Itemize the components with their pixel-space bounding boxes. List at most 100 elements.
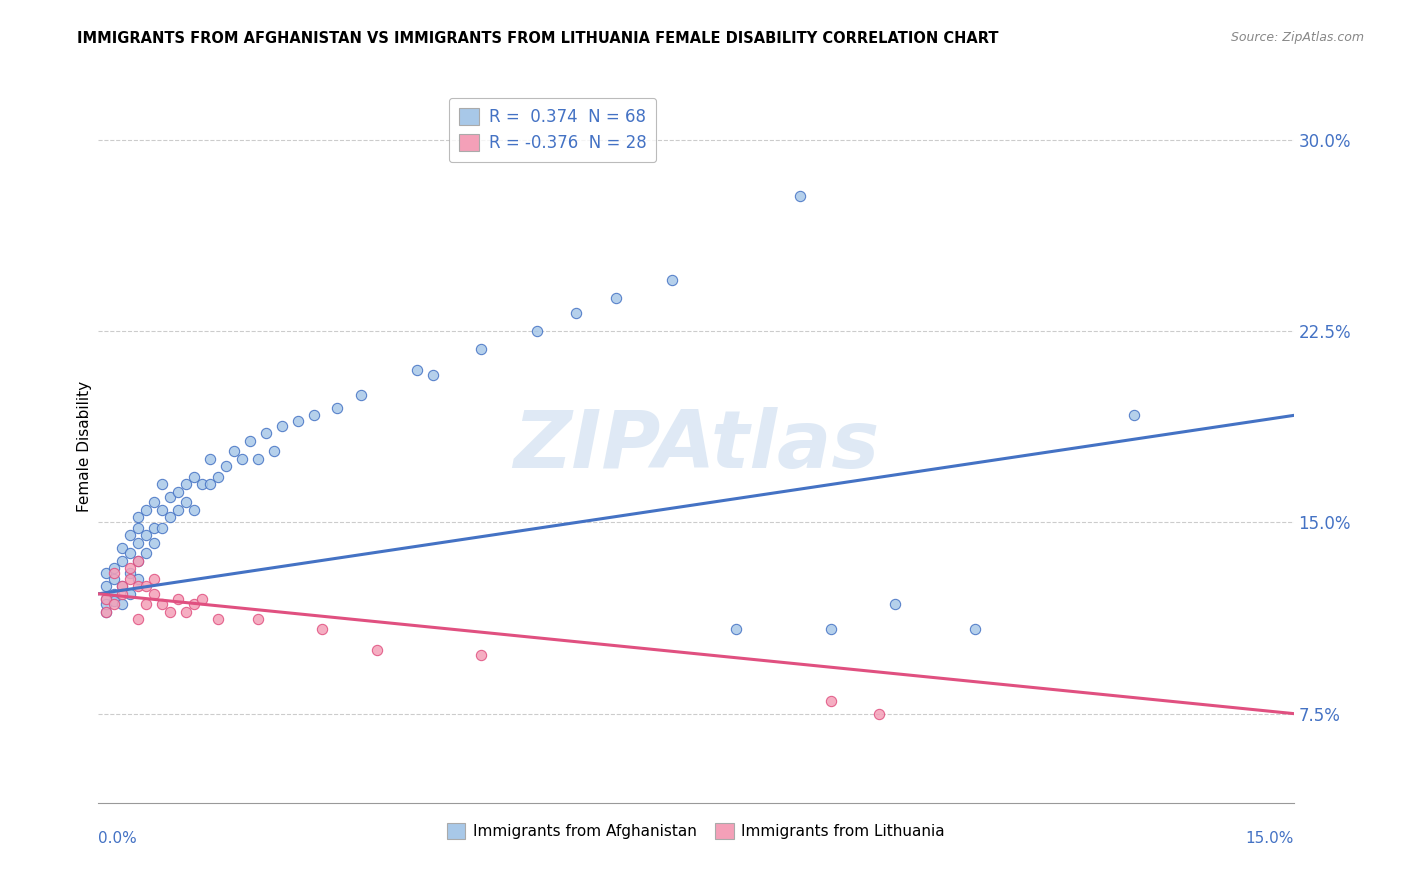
Point xyxy=(111,554,134,568)
Point xyxy=(820,694,842,708)
Text: 0.0%: 0.0% xyxy=(98,831,138,847)
Point xyxy=(263,444,285,458)
Point xyxy=(96,597,118,611)
Point xyxy=(406,362,429,376)
Point xyxy=(150,520,173,534)
Point xyxy=(366,643,388,657)
Point xyxy=(789,189,811,203)
Point xyxy=(103,566,125,581)
Point xyxy=(135,502,157,516)
Point xyxy=(311,623,333,637)
Point xyxy=(724,623,747,637)
Point xyxy=(326,401,349,415)
Point xyxy=(96,579,118,593)
Point xyxy=(127,572,149,586)
Point xyxy=(135,579,157,593)
Point xyxy=(103,587,125,601)
Point xyxy=(96,605,118,619)
Point xyxy=(350,388,373,402)
Legend: Immigrants from Afghanistan, Immigrants from Lithuania: Immigrants from Afghanistan, Immigrants … xyxy=(441,817,950,845)
Text: IMMIGRANTS FROM AFGHANISTAN VS IMMIGRANTS FROM LITHUANIA FEMALE DISABILITY CORRE: IMMIGRANTS FROM AFGHANISTAN VS IMMIGRANT… xyxy=(77,31,998,46)
Point xyxy=(159,605,181,619)
Point xyxy=(120,587,142,601)
Point xyxy=(470,648,492,662)
Point xyxy=(120,546,142,560)
Point xyxy=(820,623,842,637)
Point xyxy=(143,587,166,601)
Point xyxy=(526,324,548,338)
Point xyxy=(103,572,125,586)
Point xyxy=(254,426,277,441)
Point xyxy=(239,434,262,448)
Point xyxy=(174,605,197,619)
Point xyxy=(96,605,118,619)
Point xyxy=(103,597,125,611)
Point xyxy=(1123,409,1146,423)
Point xyxy=(174,477,197,491)
Point xyxy=(111,597,134,611)
Point xyxy=(111,579,134,593)
Point xyxy=(963,623,986,637)
Point xyxy=(150,502,173,516)
Point xyxy=(207,469,229,483)
Point xyxy=(183,469,205,483)
Point xyxy=(215,459,238,474)
Point xyxy=(183,597,205,611)
Point xyxy=(565,306,588,320)
Point xyxy=(111,541,134,555)
Point xyxy=(222,444,245,458)
Point xyxy=(111,587,134,601)
Point xyxy=(103,594,125,608)
Point xyxy=(127,520,149,534)
Point xyxy=(120,561,142,575)
Point xyxy=(422,368,444,382)
Point xyxy=(246,451,269,466)
Point xyxy=(127,510,149,524)
Point xyxy=(120,528,142,542)
Point xyxy=(167,484,190,499)
Text: ZIPAtlas: ZIPAtlas xyxy=(513,407,879,485)
Point xyxy=(167,502,190,516)
Point xyxy=(127,554,149,568)
Point xyxy=(198,477,221,491)
Point xyxy=(183,502,205,516)
Point xyxy=(127,579,149,593)
Point xyxy=(470,342,492,356)
Point xyxy=(884,597,907,611)
Point xyxy=(191,477,214,491)
Point xyxy=(661,273,683,287)
Y-axis label: Female Disability: Female Disability xyxy=(77,380,91,512)
Point xyxy=(868,706,890,721)
Point xyxy=(207,612,229,626)
Point xyxy=(127,554,149,568)
Point xyxy=(96,591,118,606)
Point xyxy=(143,520,166,534)
Point xyxy=(270,418,292,433)
Point xyxy=(143,495,166,509)
Point xyxy=(150,477,173,491)
Point xyxy=(159,490,181,504)
Point xyxy=(167,591,190,606)
Point xyxy=(302,409,325,423)
Point xyxy=(120,566,142,581)
Point xyxy=(127,536,149,550)
Point xyxy=(135,546,157,560)
Point xyxy=(135,528,157,542)
Text: 15.0%: 15.0% xyxy=(1246,831,1294,847)
Point xyxy=(231,451,253,466)
Point xyxy=(605,291,627,305)
Point xyxy=(135,597,157,611)
Point xyxy=(143,536,166,550)
Point xyxy=(143,572,166,586)
Point xyxy=(111,579,134,593)
Point xyxy=(96,566,118,581)
Point xyxy=(198,451,221,466)
Point xyxy=(174,495,197,509)
Point xyxy=(127,612,149,626)
Text: Source: ZipAtlas.com: Source: ZipAtlas.com xyxy=(1230,31,1364,45)
Point xyxy=(96,591,118,606)
Point xyxy=(103,561,125,575)
Point xyxy=(246,612,269,626)
Point xyxy=(191,591,214,606)
Point xyxy=(287,413,309,427)
